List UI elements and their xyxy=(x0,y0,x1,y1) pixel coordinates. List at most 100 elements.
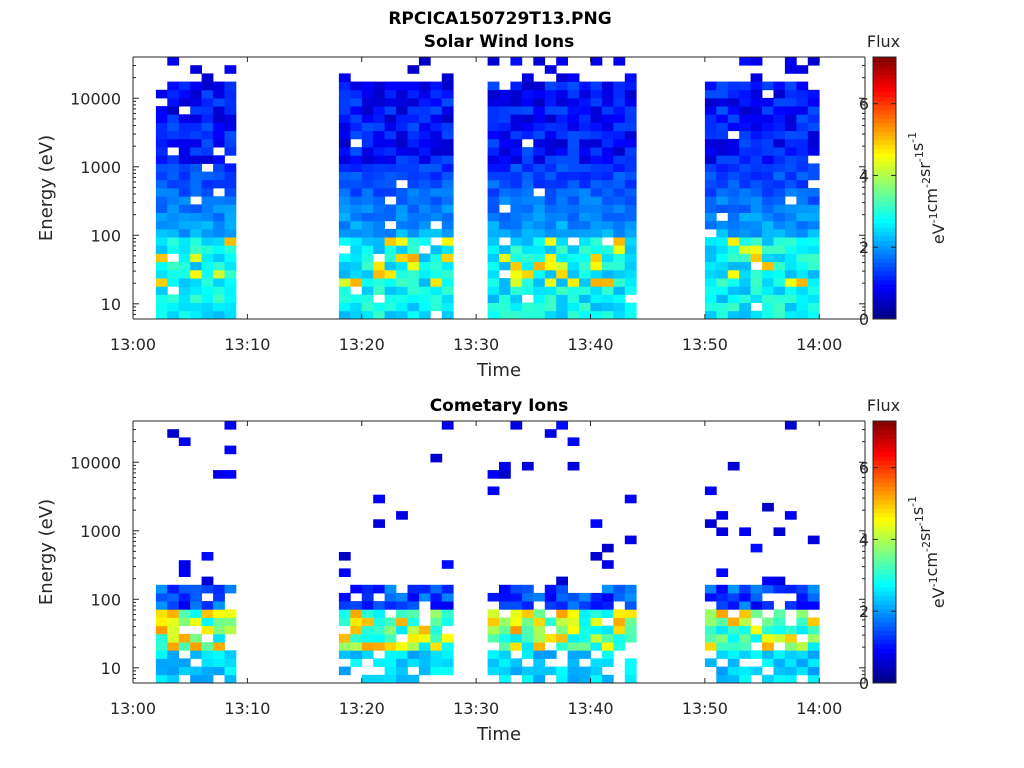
heatmap-cell xyxy=(155,179,168,189)
heatmap-cell xyxy=(613,212,626,222)
heatmap-cell xyxy=(350,310,363,320)
x-tick-label: 13:40 xyxy=(567,335,613,354)
heatmap-cell xyxy=(796,212,809,222)
heatmap-cell xyxy=(521,617,534,627)
heatmap-cell xyxy=(430,294,443,303)
heatmap-cell xyxy=(373,138,385,148)
heatmap-cell xyxy=(579,220,591,230)
colorbar-segment xyxy=(873,455,896,461)
heatmap-cell xyxy=(739,674,751,684)
heatmap-cell xyxy=(556,625,568,635)
heatmap-cell xyxy=(556,81,568,91)
heatmap-cell xyxy=(796,163,809,172)
heatmap-cell xyxy=(350,155,363,164)
heatmap-cell xyxy=(510,204,523,213)
heatmap-cell xyxy=(396,592,408,602)
heatmap-cell xyxy=(521,461,534,471)
heatmap-cell xyxy=(807,650,820,659)
heatmap-cell xyxy=(201,204,214,213)
heatmap-cell xyxy=(361,584,374,594)
heatmap-cell xyxy=(190,294,202,303)
heatmap-cell xyxy=(213,609,225,618)
heatmap-cell xyxy=(727,171,740,181)
heatmap-cell xyxy=(796,147,809,156)
heatmap-cell xyxy=(201,650,214,659)
heatmap-cell xyxy=(396,106,408,115)
heatmap-cell xyxy=(338,253,351,263)
heatmap-cell xyxy=(784,584,797,594)
heatmap-cell xyxy=(430,179,443,189)
colorbar-segment xyxy=(873,604,896,610)
heatmap-cell xyxy=(601,286,614,295)
heatmap-cell xyxy=(213,294,225,303)
heatmap-cell xyxy=(224,138,237,148)
heatmap-cell xyxy=(613,237,626,246)
heatmap-cell xyxy=(190,163,202,172)
heatmap-cell xyxy=(716,609,729,618)
heatmap-cell xyxy=(510,237,523,246)
heatmap-cell xyxy=(407,171,420,181)
heatmap-cell xyxy=(567,642,580,651)
heatmap-cell xyxy=(521,212,534,222)
heatmap-cell xyxy=(704,584,717,594)
heatmap-cell xyxy=(704,302,717,312)
heatmap-cell xyxy=(624,220,637,230)
heatmap-cell xyxy=(601,294,614,303)
y-tick-label: 1000 xyxy=(80,522,121,541)
heatmap-cell xyxy=(499,674,511,684)
heatmap-cell xyxy=(521,163,534,172)
heatmap-cell xyxy=(418,278,431,287)
heatmap-cell xyxy=(510,278,523,287)
heatmap-cell xyxy=(190,666,202,676)
heatmap-cell xyxy=(716,278,729,287)
heatmap-cell xyxy=(407,245,420,254)
heatmap-cell xyxy=(396,617,408,627)
heatmap-cell xyxy=(167,310,180,320)
heatmap-cell xyxy=(750,269,763,279)
heatmap-cell xyxy=(487,666,500,676)
heatmap-cell xyxy=(716,196,729,205)
heatmap-cell xyxy=(567,650,580,659)
heatmap-cell xyxy=(567,253,580,263)
heatmap-cell xyxy=(190,302,202,312)
heatmap-cell xyxy=(784,666,797,676)
heatmap-cell xyxy=(350,302,363,312)
y-tick-label: 100 xyxy=(90,590,121,609)
heatmap-cell xyxy=(762,261,774,271)
heatmap-cell xyxy=(499,633,511,643)
heatmap-cell xyxy=(384,601,397,610)
colorbar-segment xyxy=(873,543,896,549)
heatmap-cell xyxy=(716,601,729,610)
heatmap-cell xyxy=(487,286,500,295)
heatmap-cell xyxy=(338,97,351,107)
heatmap-cell xyxy=(556,228,568,238)
heatmap-cell xyxy=(567,302,580,312)
heatmap-cell xyxy=(807,122,820,132)
heatmap-cell xyxy=(556,147,568,156)
heatmap-cell xyxy=(396,658,408,667)
heatmap-cell xyxy=(601,601,614,610)
heatmap-cell xyxy=(430,204,443,213)
heatmap-cell xyxy=(487,302,500,312)
colorbar-segment xyxy=(873,105,896,110)
heatmap-cell xyxy=(418,204,431,213)
heatmap-cell xyxy=(773,196,786,205)
heatmap-cell xyxy=(338,568,351,577)
heatmap-cell xyxy=(499,666,511,676)
heatmap-cell xyxy=(556,220,568,230)
heatmap-cell xyxy=(624,97,637,107)
heatmap-cell xyxy=(521,666,534,676)
colorbar-segment xyxy=(873,508,896,514)
colorbar-segment xyxy=(873,429,896,435)
heatmap-cell xyxy=(750,138,763,148)
heatmap-cell xyxy=(796,609,809,618)
colorbar-segment xyxy=(873,512,896,518)
heatmap-cell xyxy=(350,89,363,99)
heatmap-cell xyxy=(499,122,511,132)
heatmap-cell xyxy=(533,114,546,123)
heatmap-cell xyxy=(487,310,500,320)
heatmap-cell xyxy=(487,81,500,91)
colorbar-segment xyxy=(873,469,896,474)
heatmap-cell xyxy=(499,310,511,320)
colorbar-segment xyxy=(873,183,896,189)
